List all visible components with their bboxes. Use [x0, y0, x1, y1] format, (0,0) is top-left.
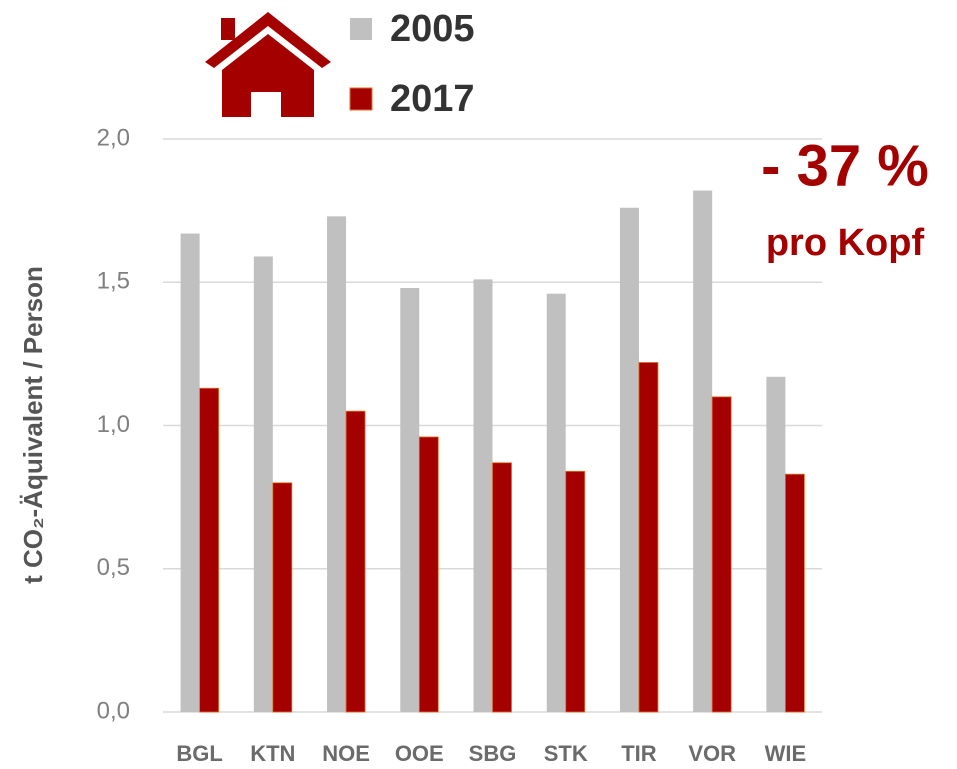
annotation: - 37 % [761, 133, 929, 198]
bar [180, 233, 200, 713]
bar [400, 287, 420, 712]
bar [565, 470, 586, 713]
bar [272, 482, 293, 713]
bar [418, 436, 439, 713]
annotation: pro Kopf [766, 222, 925, 264]
bar [693, 190, 713, 712]
y-tick-label: 1,0 [97, 411, 130, 438]
legend-swatch [350, 18, 372, 40]
bar [638, 362, 659, 713]
x-tick-label: STK [544, 741, 588, 766]
bar [711, 396, 732, 713]
legend-label: 2005 [390, 8, 475, 50]
legend-label: 2017 [390, 78, 475, 120]
bar [199, 387, 220, 713]
x-tick-label: BGL [176, 741, 222, 766]
y-tick-label: 1,5 [97, 268, 130, 295]
bar [546, 293, 566, 712]
bar [492, 462, 512, 713]
y-tick-label: 2,0 [97, 124, 130, 151]
bar [345, 410, 366, 713]
bar [327, 216, 347, 713]
bar [766, 376, 786, 712]
x-tick-label: VOR [688, 741, 736, 766]
legend-swatch [349, 87, 373, 111]
x-tick-label: SBG [469, 741, 517, 766]
house-icon [205, 12, 331, 117]
bar [473, 279, 493, 712]
x-tick-label: NOE [322, 741, 370, 766]
x-tick-label: KTN [250, 741, 295, 766]
x-tick-label: OOE [395, 741, 444, 766]
bar [619, 207, 639, 712]
bar [784, 473, 805, 713]
bar [253, 256, 273, 712]
y-tick-label: 0,5 [97, 554, 130, 581]
y-tick-label: 0,0 [97, 697, 130, 724]
y-axis-label: t CO₂-Äquivalent / Person [18, 266, 48, 584]
x-tick-label: WIE [765, 741, 807, 766]
x-tick-label: TIR [621, 741, 657, 766]
